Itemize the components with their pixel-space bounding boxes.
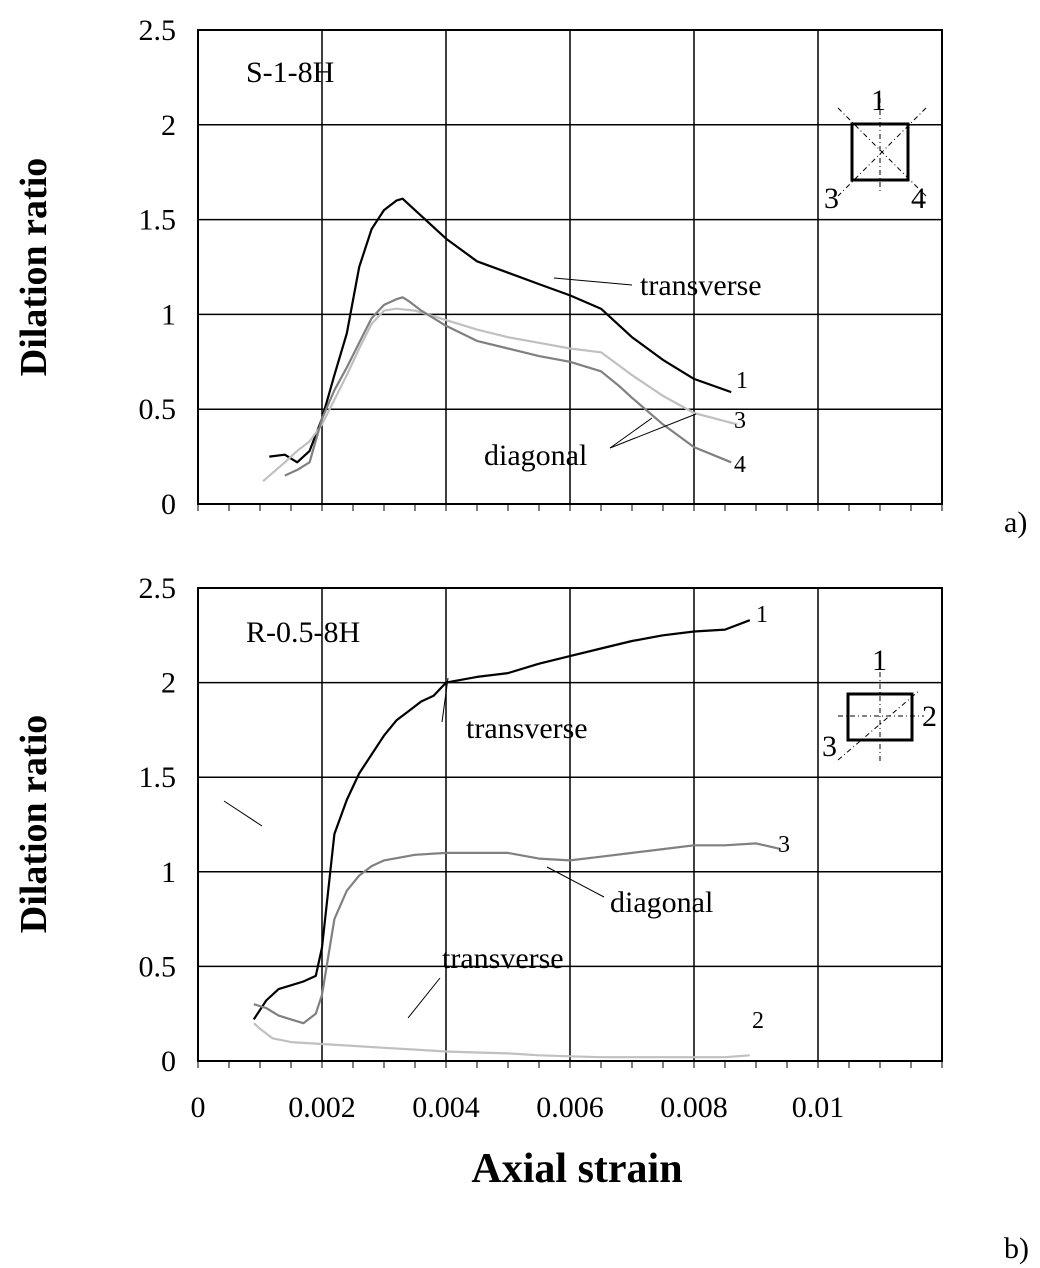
x-tick-label: 0: [191, 1091, 206, 1124]
inset-square-a: 1 3 4: [824, 84, 927, 215]
series-line-a-4: [284, 296, 732, 477]
y-tick-labels-b: 0 0.5 1 1.5 2 2.5: [139, 572, 177, 1078]
leader-transverse-b-bottom: [407, 977, 441, 1019]
grid-a: [198, 30, 942, 504]
x-tick-label: 0.01: [792, 1091, 845, 1124]
annotation-diagonal-a: diagonal: [484, 439, 587, 472]
y-axis-label-a: Dilation ratio: [13, 158, 55, 376]
annotation-transverse-b-bottom: transverse: [442, 942, 564, 975]
series-end-label-b-2: 2: [752, 1008, 764, 1034]
series-end-label-a-1: 1: [736, 368, 748, 394]
inset-label-a-3: 3: [824, 182, 839, 215]
y-tick-label: 0: [161, 488, 176, 521]
y-tick-label: 1: [161, 856, 176, 889]
annotation-transverse-a: transverse: [640, 269, 762, 302]
inset-rectangle-b: 1 2 3: [822, 644, 937, 763]
leader-diagonal-b: [546, 866, 605, 898]
series-line-b-1: [252, 619, 751, 1021]
leader-start-b: [223, 800, 263, 827]
leader-transverse-a: [553, 277, 633, 286]
panel-label-b: b): [1004, 1232, 1029, 1265]
specimen-label-b: R-0.5-8H: [246, 616, 360, 649]
x-tick-label: 0.004: [412, 1091, 480, 1124]
x-minor-ticks-b: [197, 1061, 943, 1068]
series-a: [262, 197, 738, 483]
leader-diagonal-a-1: [609, 417, 653, 449]
y-tick-label: 1.5: [139, 761, 177, 794]
y-tick-labels-a: 0 0.5 1 1.5 2 2.5: [139, 14, 177, 521]
inset-label-a-1: 1: [871, 84, 886, 117]
grid-b: [198, 588, 942, 1061]
x-tick-label: 0.002: [288, 1091, 356, 1124]
panel-a-chart: 0 0.5 1 1.5 2 2.5 Dilation ratio S-1-8H 1 3 4…: [13, 14, 1027, 539]
y-tick-label: 2.5: [139, 572, 177, 605]
series-end-label-b-3: 3: [778, 832, 790, 858]
y-tick-label: 0.5: [139, 393, 177, 426]
y-tick-label: 2: [161, 109, 176, 142]
y-tick-label: 2.5: [139, 14, 177, 47]
y-tick-label: 1.5: [139, 204, 177, 237]
leader-diagonal-a-2: [609, 413, 697, 449]
inset-label-b-2: 2: [922, 700, 937, 733]
x-tick-labels-b: 0 0.002 0.004 0.006 0.008 0.01: [191, 1091, 845, 1124]
x-tick-label: 0.006: [536, 1091, 604, 1124]
leader-transverse-b-top: [441, 677, 449, 723]
series-line-b-2: [253, 1022, 750, 1059]
y-tick-label: 2: [161, 667, 176, 700]
series-line-b-3: [253, 842, 782, 1025]
series-line-a-3: [262, 307, 738, 483]
y-tick-label: 0: [161, 1045, 176, 1078]
y-tick-label: 1: [161, 298, 176, 331]
y-axis-label-b: Dilation ratio: [13, 715, 55, 933]
panel-b-chart: 0 0.5 1 1.5 2 2.5 0 0.002 0.004 0.006 0.008 0.01 D…: [13, 572, 1029, 1265]
x-axis-label: Axial strain: [471, 1146, 682, 1192]
inset-label-a-4: 4: [911, 182, 926, 215]
x-tick-label: 0.008: [660, 1091, 728, 1124]
x-minor-ticks-a: [197, 504, 943, 511]
specimen-label-a: S-1-8H: [246, 56, 334, 89]
series-end-label-a-4: 4: [734, 452, 746, 478]
inset-label-b-1: 1: [872, 644, 887, 677]
plot-frame-a: [197, 29, 943, 505]
annotation-transverse-b-top: transverse: [466, 712, 588, 745]
series-b: [252, 619, 782, 1059]
inset-label-b-3: 3: [822, 730, 837, 763]
series-end-label-a-3: 3: [734, 408, 746, 434]
series-end-label-b-1: 1: [756, 602, 768, 628]
panel-label-a: a): [1004, 506, 1027, 539]
plot-frame-b: [197, 587, 943, 1062]
y-tick-label: 0.5: [139, 950, 177, 983]
annotation-diagonal-b: diagonal: [610, 886, 713, 919]
